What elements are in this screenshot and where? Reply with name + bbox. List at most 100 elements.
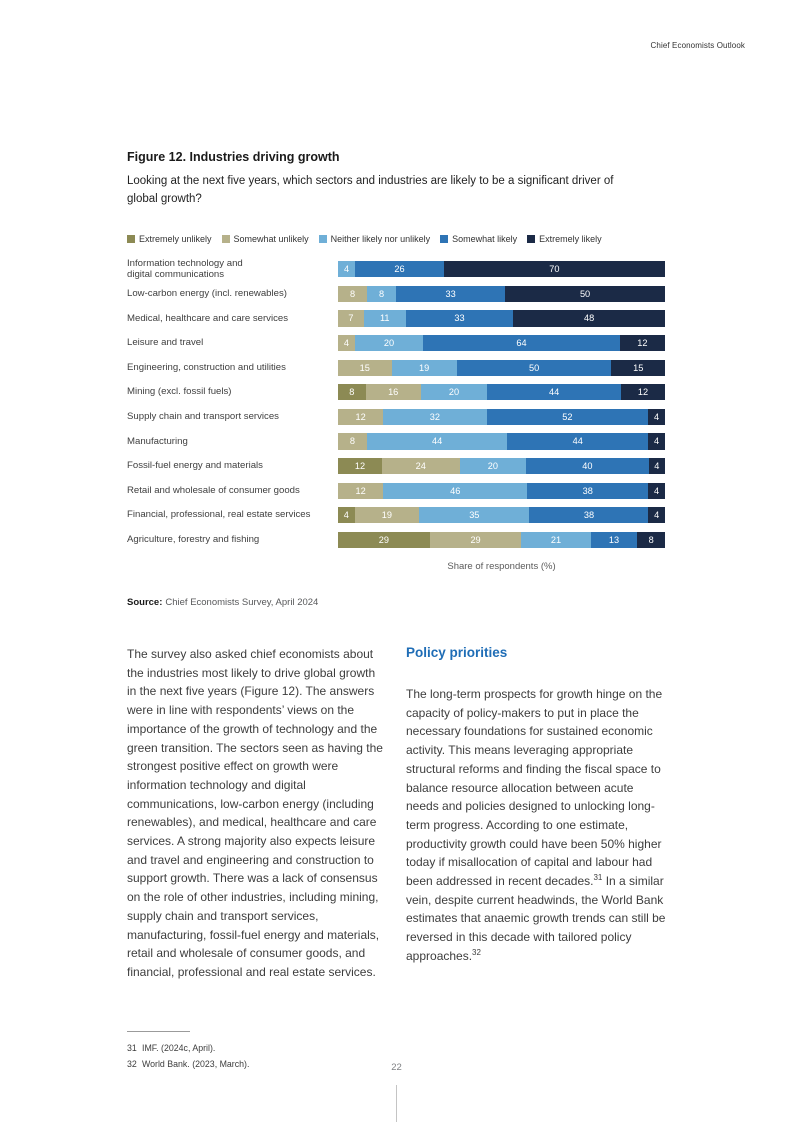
bar-value-label: 4 (654, 510, 660, 521)
bar-value-label: 4 (344, 264, 350, 275)
bar-value-label: 8 (349, 288, 356, 299)
category-label: Engineering, construction and utilities (127, 361, 286, 373)
bar-stack: 12 24 20 40 4 (338, 457, 665, 475)
bar-stack: 4 19 35 38 4 (338, 507, 665, 524)
bar-segment: 16 (365, 384, 421, 401)
bar-stack: 8 16 20 44 12 (338, 384, 665, 401)
legend-label: Extremely unlikely (139, 234, 212, 244)
legend-item: Extremely unlikely (127, 234, 212, 244)
bar-value-label: 15 (359, 362, 370, 373)
bar-segment: 15 (338, 359, 392, 376)
bar-value-label: 44 (549, 387, 560, 398)
bar-value-label: 24 (415, 461, 426, 472)
bar-segment: 8 (338, 285, 368, 302)
bar-value-label: 8 (349, 387, 355, 398)
bar-value-label: 11 (379, 313, 390, 324)
category-label: Manufacturing (127, 435, 188, 447)
bar-value-label: 20 (448, 387, 460, 398)
category-label: Information technology and digital commu… (127, 257, 243, 281)
bar-value-label: 38 (582, 485, 593, 496)
bar-segment: 29 (338, 531, 430, 548)
bar-value-label: 4 (653, 436, 660, 447)
bar-segment: 20 (354, 334, 424, 352)
bar-value-label: 26 (394, 264, 405, 275)
bar-value-label: 50 (528, 362, 540, 373)
bar-segment: 4 (338, 334, 355, 352)
bar-segment: 33 (396, 285, 506, 302)
legend-label: Extremely likely (539, 234, 602, 244)
body-paragraph-right: The long-term prospects for growth hinge… (406, 687, 666, 963)
bar-segment: 12 (619, 334, 665, 352)
chart-row: Supply chain and transport services 12 32 5… (127, 405, 666, 430)
x-axis-label: Share of respondents (%) (447, 561, 556, 573)
footnote-divider (127, 1031, 190, 1032)
bar-value-label: 8 (648, 534, 654, 545)
bar-value-label: 70 (549, 264, 560, 275)
bar-value-label: 4 (654, 485, 660, 496)
bar-segment: 35 (419, 507, 530, 524)
bar-segment: 4 (338, 261, 356, 278)
bar-value-label: 12 (637, 387, 649, 398)
footnote-text: World Bank. (2023, March). (142, 1059, 250, 1069)
footnotes: 31 IMF. (2024c, April). 32 World Bank. (202… (127, 1031, 249, 1075)
running-header: Chief Economists Outlook (650, 41, 745, 50)
category-label: Agriculture, forestry and fishing (127, 533, 260, 545)
bar-value-label: 38 (583, 510, 595, 521)
source-label: Source: (127, 597, 163, 609)
footnote: 32 World Bank. (2023, March). (127, 1059, 249, 1069)
bar-stack: 4 26 70 (338, 261, 665, 278)
legend-swatch (527, 235, 536, 243)
bar-segment: 12 (621, 384, 665, 401)
bar-segment: 20 (459, 457, 527, 475)
page-number: 22 (391, 1062, 402, 1073)
bar-segment: 4 (338, 507, 355, 524)
bar-value-label: 29 (470, 534, 481, 545)
bar-segment: 19 (354, 507, 420, 524)
legend-label: Neither likely nor unlikely (330, 234, 431, 244)
bar-value-label: 19 (381, 510, 392, 521)
bar-value-label: 12 (637, 338, 648, 349)
bar-segment: 32 (383, 408, 487, 425)
bar-value-label: 46 (450, 485, 461, 496)
bar-segment: 38 (527, 482, 649, 499)
bar-segment: 20 (420, 384, 488, 401)
legend-swatch (318, 235, 327, 243)
bar-value-label: 21 (550, 534, 562, 545)
bar-value-label: 29 (378, 534, 389, 545)
bar-value-label: 12 (355, 485, 366, 496)
bar-segment: 21 (521, 531, 591, 548)
bar-value-label: 44 (572, 436, 583, 447)
legend-swatch (127, 235, 135, 243)
category-label: Leisure and travel (127, 337, 204, 349)
category-label: Medical, healthcare and care services (127, 312, 289, 324)
bar-segment: 7 (338, 310, 364, 327)
bar-value-label: 40 (582, 461, 593, 472)
bar-stack: 12 46 38 4 (338, 482, 665, 499)
bar-segment: 44 (366, 433, 508, 450)
chart-row: Information technology and digital commu… (127, 257, 666, 282)
legend-item: Somewhat likely (440, 234, 517, 244)
body-paragraph-left: The survey also asked chief economists a… (127, 647, 383, 979)
legend-swatch (221, 235, 230, 243)
chart-legend: Extremely unlikely Somewhat unlikely Neith… (127, 234, 666, 244)
bar-value-label: 15 (633, 362, 644, 373)
category-label: Financial, professional, real estate ser… (127, 509, 311, 521)
bar-segment: 48 (513, 310, 665, 327)
bar-value-label: 4 (343, 338, 349, 349)
bar-stack: 8 8 33 50 (338, 285, 665, 302)
bar-segment: 8 (637, 531, 665, 548)
bar-segment: 11 (363, 310, 406, 327)
bar-value-label: 52 (562, 411, 573, 422)
bar-stack: 29 29 21 13 8 (338, 531, 665, 548)
legend-item: Somewhat unlikely (221, 234, 309, 244)
section-heading: Policy priorities (406, 645, 508, 660)
bar-value-label: 4 (654, 411, 660, 422)
bar-segment: 24 (381, 457, 460, 475)
chart-row: Leisure and travel 4 20 64 12 (127, 331, 666, 356)
bar-segment: 38 (529, 507, 649, 524)
figure-title: Figure 12. Industries driving growth (127, 150, 340, 164)
bar-segment: 4 (648, 433, 665, 450)
bar-segment: 29 (429, 531, 522, 548)
bar-value-label: 8 (349, 436, 355, 447)
